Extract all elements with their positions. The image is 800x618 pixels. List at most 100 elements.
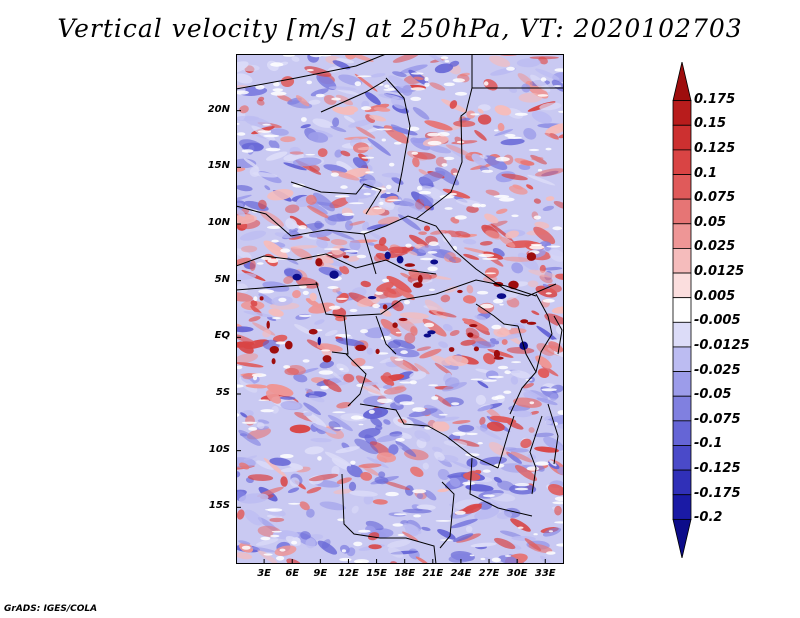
updraft-patch: [236, 509, 245, 520]
neutral-patch: [417, 185, 423, 191]
neutral-patch: [470, 113, 480, 116]
downdraft-patch: [354, 438, 379, 455]
downdraft-patch: [421, 526, 431, 531]
strong-cell: [398, 317, 408, 322]
neutral-patch: [356, 254, 367, 259]
neutral-patch: [241, 149, 254, 153]
colorbar-segment: [672, 149, 692, 175]
updraft-patch: [343, 373, 355, 383]
colorbar-tick-label: -0.125: [694, 461, 741, 477]
downdraft-patch: [308, 99, 321, 105]
updraft-patch: [383, 480, 411, 491]
updraft-patch: [527, 280, 539, 288]
downdraft-patch: [378, 471, 386, 478]
downdraft-patch: [434, 451, 445, 461]
updraft-patch: [533, 198, 541, 204]
neutral-patch: [380, 335, 392, 341]
neutral-patch: [383, 88, 396, 91]
downdraft-patch: [376, 433, 403, 443]
updraft-patch: [368, 544, 382, 550]
downdraft-patch: [300, 124, 311, 129]
updraft-patch: [529, 410, 540, 415]
neutral-patch: [375, 291, 384, 295]
grads-credit: GrADS: IGES/COLA: [4, 604, 98, 614]
neutral-patch: [494, 395, 505, 400]
neutral-patch: [393, 513, 407, 516]
downdraft-patch: [258, 293, 275, 305]
downdraft-patch: [484, 155, 508, 171]
downdraft-patch: [351, 505, 359, 514]
downdraft-patch: [236, 248, 252, 260]
neutral-patch: [392, 523, 404, 527]
downdraft-patch: [256, 538, 279, 546]
updraft-patch: [376, 282, 395, 292]
downdraft-patch: [370, 73, 386, 78]
downdraft-patch: [328, 86, 357, 91]
downdraft-patch: [287, 487, 300, 494]
strong-cell: [493, 349, 500, 359]
neutral-patch: [499, 303, 504, 306]
updraft-patch: [512, 184, 523, 190]
downdraft-patch: [499, 530, 522, 538]
downdraft-patch: [489, 492, 516, 502]
strong-cell: [315, 258, 323, 267]
strong-cell: [457, 289, 463, 294]
neutral-patch: [482, 379, 497, 382]
neutral-patch: [275, 341, 286, 345]
updraft-patch: [386, 287, 397, 295]
colorbar-segment: [672, 297, 692, 323]
updraft-patch: [452, 420, 471, 424]
updraft-patch: [354, 73, 378, 92]
neutral-patch: [529, 244, 545, 250]
downdraft-patch: [314, 220, 323, 229]
downdraft-patch: [391, 96, 407, 110]
downdraft-patch: [465, 525, 473, 533]
updraft-patch: [434, 394, 452, 407]
updraft-patch: [545, 196, 555, 202]
neutral-patch: [258, 289, 275, 294]
downdraft-patch: [352, 157, 368, 170]
neutral-patch: [361, 106, 372, 111]
updraft-patch: [306, 486, 322, 494]
updraft-patch: [369, 114, 387, 122]
downdraft-patch: [494, 128, 514, 137]
neutral-patch: [359, 365, 374, 370]
updraft-patch: [378, 237, 387, 246]
neutral-patch: [424, 77, 429, 82]
updraft-patch: [547, 484, 564, 496]
updraft-patch: [418, 231, 427, 236]
updraft-patch: [266, 383, 294, 397]
map-panel: [236, 54, 564, 564]
downdraft-patch: [348, 481, 357, 491]
lon-tick-label: 21E: [422, 568, 444, 579]
updraft-patch: [432, 420, 450, 432]
neutral-patch: [387, 199, 402, 202]
downdraft-patch: [280, 466, 304, 473]
downdraft-patch: [310, 88, 329, 97]
updraft-patch: [329, 197, 350, 209]
neutral-patch: [317, 456, 322, 461]
neutral-patch: [358, 529, 371, 533]
downdraft-patch: [397, 206, 421, 219]
neutral-patch: [451, 402, 460, 406]
updraft-patch: [406, 250, 418, 256]
downdraft-patch: [358, 428, 381, 439]
lat-tick-label: 20N: [207, 103, 230, 115]
downdraft-patch: [471, 153, 487, 166]
neutral-patch: [327, 286, 339, 289]
neutral-patch: [341, 212, 355, 216]
downdraft-patch: [442, 382, 467, 392]
neutral-patch: [382, 278, 390, 283]
downdraft-patch: [379, 197, 395, 208]
downdraft-patch: [390, 124, 410, 135]
neutral-patch: [412, 407, 426, 412]
downdraft-patch: [479, 154, 488, 159]
colorbar-segment: [672, 346, 692, 372]
downdraft-patch: [402, 508, 432, 514]
updraft-patch: [323, 94, 337, 105]
plot-title: Vertical velocity [m/s] at 250hPa, VT: 2…: [57, 14, 743, 43]
updraft-patch: [536, 343, 555, 356]
neutral-patch: [495, 156, 510, 162]
downdraft-patch: [457, 424, 475, 432]
updraft-patch: [545, 283, 562, 293]
